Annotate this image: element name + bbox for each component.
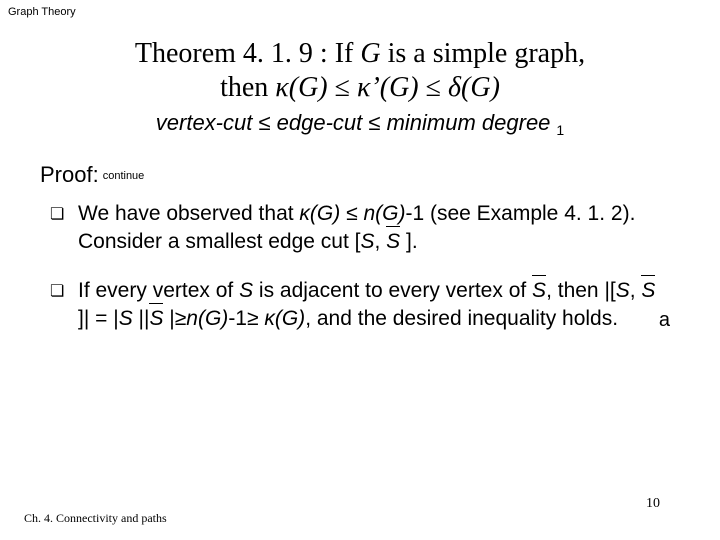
proof-label: Proof:continue — [40, 162, 144, 188]
bullet-1: ❏ We have observed that κ(G) ≤ n(G)-1 (s… — [50, 200, 670, 257]
bullet-2-text: If every vertex of S is adjacent to ever… — [78, 277, 670, 334]
title-line-1: Theorem 4. 1. 9 : If G is a simple graph… — [0, 38, 720, 70]
bullet-marker-icon: ❏ — [50, 200, 78, 257]
bullet-1-text: We have observed that κ(G) ≤ n(G)-1 (see… — [78, 200, 670, 257]
vertex-edge-line: vertex-cut ≤ edge-cut ≤ minimum degree1 — [0, 110, 720, 138]
page-number: 10 — [646, 496, 660, 512]
footnote-marker: a — [659, 307, 670, 334]
bullet-marker-icon: ❏ — [50, 277, 78, 334]
proof-body: ❏ We have observed that κ(G) ≤ n(G)-1 (s… — [50, 200, 670, 354]
theorem-title: Theorem 4. 1. 9 : If G is a simple graph… — [0, 38, 720, 104]
chapter-footer: Ch. 4. Connectivity and paths — [24, 511, 167, 526]
course-header: Graph Theory — [8, 6, 76, 18]
title-line-2: then κ(G) ≤ κ’(G) ≤ δ(G) — [0, 72, 720, 104]
bullet-2: ❏ If every vertex of S is adjacent to ev… — [50, 277, 670, 334]
